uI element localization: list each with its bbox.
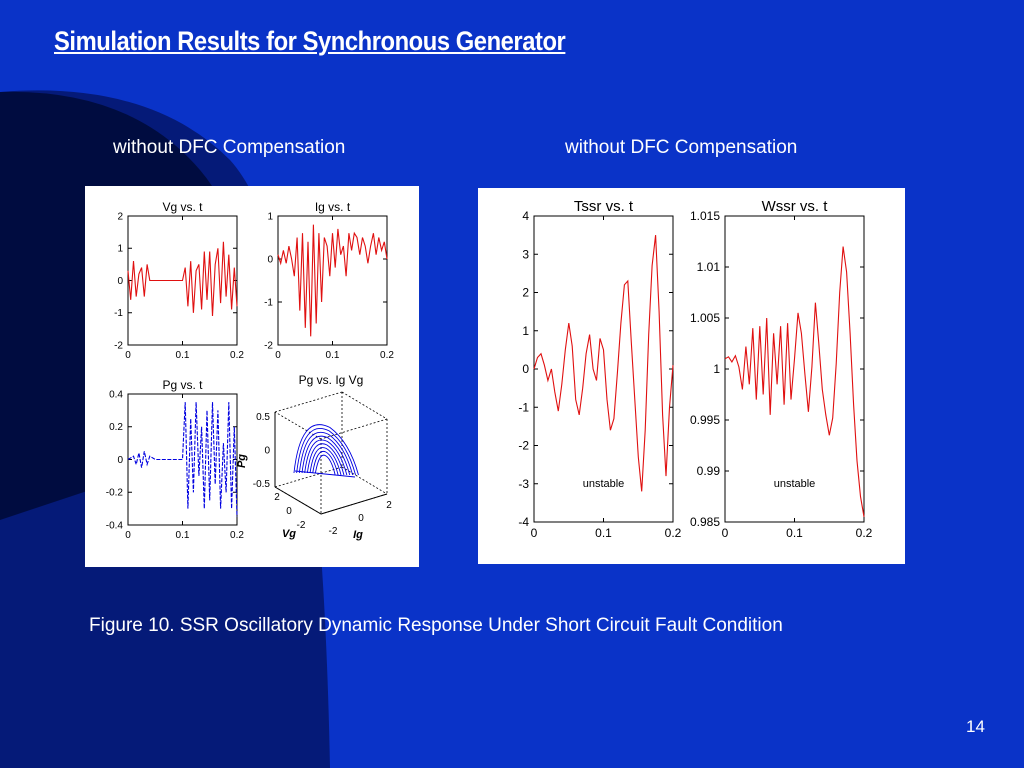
chart-1-title: Ig vs. t [315, 200, 351, 214]
chart-0-ytick-label: 1 [117, 244, 123, 255]
chart-1: Ig vs. t 0 0.1 0.2 1 0 -1 -2 [264, 200, 394, 361]
chart-3-ztick-label: 0.5 [256, 412, 270, 423]
chart-0-xtick-label: 0.1 [176, 350, 190, 361]
chart-4-ytick-label: -1 [518, 400, 529, 414]
chart-3-vgtick-label: 0 [286, 506, 292, 517]
right-figure-panel: Tssr vs. t 0 0.1 0.2 4 3 2 1 0 -1 -2 -3 -4 unstable Ws… [478, 188, 905, 564]
chart-3-xlabel: Vg [282, 528, 296, 540]
chart-2-ytick-label: 0 [117, 455, 123, 466]
chart-4: Tssr vs. t 0 0.1 0.2 4 3 2 1 0 -1 -2 -3 -4 unstable [518, 198, 681, 540]
chart-1-ytick-label: 1 [267, 211, 273, 222]
chart-3-box-edge [274, 466, 343, 488]
chart-4-ytick-label: 0 [522, 362, 529, 376]
chart-2-xtick-label: 0.2 [230, 530, 244, 541]
chart-0-xtick-label: 0.2 [230, 350, 244, 361]
chart-4-ytick-label: 1 [522, 324, 529, 338]
chart-3-vg-axis [274, 486, 322, 515]
chart-4-xtick-label: 0 [531, 526, 538, 540]
chart-5-ytick-label: 1 [713, 362, 720, 376]
chart-0-title: Vg vs. t [162, 200, 203, 214]
chart-0-ytick-label: 0 [117, 276, 123, 287]
chart-3-ztick-label: 0 [264, 446, 270, 457]
chart-3-vgtick-label: 2 [274, 492, 280, 503]
chart-3-box-edge [320, 418, 388, 440]
chart-4-ytick-label: -4 [518, 515, 529, 529]
chart-1-ytick-label: -1 [264, 297, 273, 308]
chart-4-annotation: unstable [583, 478, 625, 490]
chart-3-vgtick-label: -2 [297, 520, 306, 531]
chart-4-ytick-label: 4 [522, 209, 529, 223]
chart-4-ytick-label: 3 [522, 247, 529, 261]
chart-2-series-line [127, 402, 238, 517]
chart-3-box-edge [341, 466, 388, 495]
chart-2-ytick-label: -0.4 [106, 520, 124, 531]
chart-4-ytick-label: -3 [518, 477, 529, 491]
chart-2-ytick-label: 0.2 [109, 422, 123, 433]
chart-2-ytick-label: 0.4 [109, 389, 123, 400]
chart-1-ytick-label: 0 [267, 254, 273, 265]
chart-5-xtick-label: 0 [722, 526, 729, 540]
chart-5-axes-box [724, 215, 865, 523]
chart-4-ytick-label: 2 [522, 286, 529, 300]
chart-3-igtick-label: 2 [386, 500, 392, 511]
chart-3-trajectory [293, 424, 359, 478]
chart-5-ytick-label: 1.015 [690, 209, 720, 223]
chart-3-igtick-label: 0 [358, 513, 364, 524]
chart-3-ig-axis [320, 493, 388, 515]
chart-2-title: Pg vs. t [162, 378, 203, 392]
chart-3-ztick-label: -0.5 [253, 479, 271, 490]
chart-5-title: Wssr vs. t [762, 198, 829, 215]
chart-1-series-line [277, 224, 388, 337]
chart-5: Wssr vs. t 0 0.1 0.2 1.015 1.01 1.005 1 0.995 0.9… [690, 198, 873, 540]
chart-0: Vg vs. t 0 0.1 0.2 2 1 0 -1 -2 [114, 200, 244, 361]
left-figure-panel: Vg vs. t 0 0.1 0.2 2 1 0 -1 -2 Ig vs. t 0 0.1 0.2 1 0-… [85, 186, 419, 567]
chart-5-series-line [724, 246, 865, 517]
chart-2-ytick-label: -0.2 [106, 488, 124, 499]
chart-2-xtick-label: 0.1 [176, 530, 190, 541]
chart-5-ytick-label: 0.995 [690, 413, 720, 427]
chart-4-xtick-label: 0.2 [665, 526, 682, 540]
chart-1-xtick-label: 0.1 [326, 350, 340, 361]
chart-3-box-edge [274, 391, 343, 413]
chart-2: Pg vs. t 0 0.1 0.2 0.4 0.2 0 -0.2 -0.4 [106, 378, 245, 541]
chart-0-xtick-label: 0 [125, 350, 131, 361]
figure-caption: Figure 10. SSR Oscillatory Dynamic Respo… [89, 615, 783, 636]
slide-title: Simulation Results for Synchronous Gener… [54, 26, 566, 56]
chart-3-igtick-label: -2 [329, 526, 338, 537]
chart-0-ytick-label: 2 [117, 211, 123, 222]
chart-5-annotation: unstable [774, 478, 816, 490]
chart-3-box-edge [341, 391, 388, 420]
chart-4-series-line [533, 235, 674, 492]
chart-1-xtick-label: 0 [275, 350, 281, 361]
chart-4-xtick-label: 0.1 [595, 526, 612, 540]
chart-4-ytick-label: -2 [518, 439, 529, 453]
chart-5-xtick-label: 0.2 [856, 526, 873, 540]
right-figure-svg: Tssr vs. t0 0.1 0.243210-1-2-3-4unstableWs… [518, 198, 873, 540]
chart-2-xtick-label: 0 [125, 530, 131, 541]
chart-3-title: Pg vs. Ig Vg [299, 373, 364, 387]
chart-0-ytick-label: -2 [114, 340, 123, 351]
chart-4-title: Tssr vs. t [574, 198, 634, 215]
chart-5-ytick-label: 1.005 [690, 311, 720, 325]
chart-3-zlabel: Pg [236, 454, 248, 468]
chart-0-ytick-label: -1 [114, 308, 123, 319]
chart-0-series-line [127, 241, 238, 317]
chart-5-ytick-label: 0.985 [690, 515, 720, 529]
chart-5-ytick-label: 1.01 [697, 260, 721, 274]
chart-1-ytick-label: -2 [264, 340, 273, 351]
right-caption: without DFC Compensation [565, 137, 798, 158]
left-caption: without DFC Compensation [113, 137, 346, 158]
chart-5-ytick-label: 0.99 [697, 464, 721, 478]
chart-1-xtick-label: 0.2 [380, 350, 394, 361]
page-number: 14 [966, 717, 985, 736]
chart-5-xtick-label: 0.1 [786, 526, 803, 540]
chart-3-ylabel: Ig [353, 529, 363, 541]
